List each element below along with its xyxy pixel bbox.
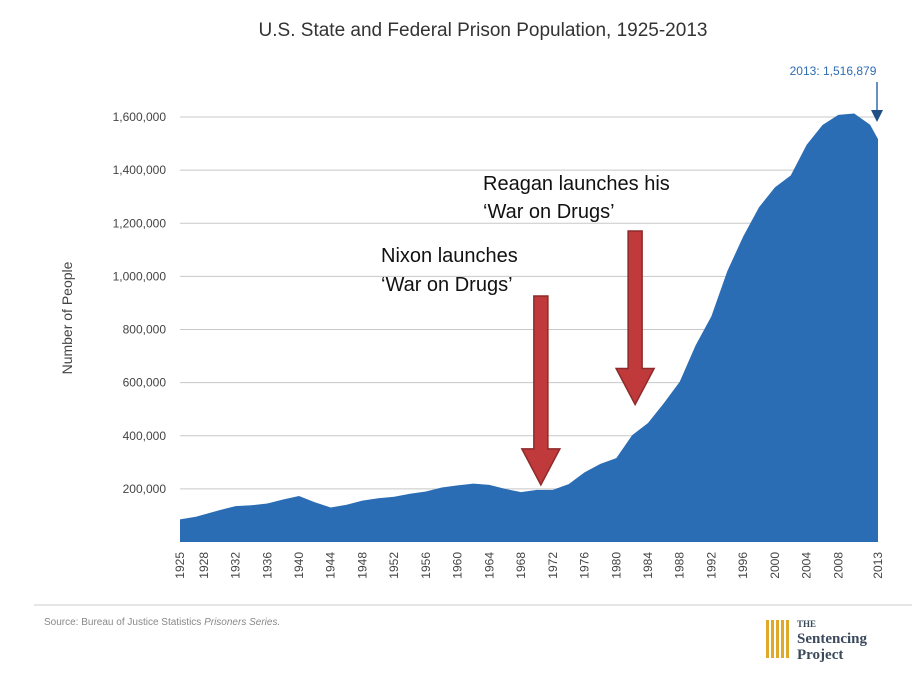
- x-tick-label: 1925: [173, 552, 187, 579]
- logo-line2: Project: [797, 647, 843, 663]
- reagan-annotation-line2: ‘War on Drugs’: [483, 201, 615, 223]
- logo-the: THE: [797, 619, 816, 629]
- gridlines: [180, 116, 878, 490]
- x-tick-label: 1980: [609, 552, 623, 579]
- x-tick-label: 1928: [197, 552, 211, 579]
- chart-title: U.S. State and Federal Prison Population…: [259, 20, 708, 41]
- x-tick-label: 2000: [768, 552, 782, 579]
- callout-2013: 2013: 1,516,879: [790, 64, 877, 78]
- y-tick-label: 400,000: [123, 429, 167, 443]
- x-tick-label: 1976: [578, 552, 592, 579]
- x-tick-label: 2013: [871, 552, 885, 579]
- sentencing-project-logo: THE Sentencing Project: [766, 619, 868, 663]
- x-tick-label: 1988: [673, 552, 687, 579]
- x-tick-label: 1936: [260, 552, 274, 579]
- x-tick-label: 1940: [292, 552, 306, 579]
- area-series: [180, 113, 878, 542]
- y-tick-label: 1,200,000: [113, 216, 167, 230]
- x-tick-label: 1948: [355, 552, 369, 579]
- x-tick-label: 1960: [451, 552, 465, 579]
- x-tick-label: 2004: [800, 552, 814, 579]
- x-tick-label: 1932: [229, 552, 243, 579]
- logo-line1: Sentencing: [797, 631, 868, 647]
- y-tick-label: 1,600,000: [113, 110, 167, 124]
- nixon-arrow-icon: [520, 295, 562, 487]
- x-tick-label: 1952: [387, 552, 401, 579]
- nixon-annotation-line2: ‘War on Drugs’: [381, 274, 513, 296]
- x-tick-label: 1996: [736, 552, 750, 579]
- annotation-arrows: [520, 230, 656, 487]
- callout-arrow-icon: [871, 82, 883, 122]
- source-note: Source: Bureau of Justice Statistics Pri…: [44, 617, 280, 628]
- source-prefix: Source: Bureau of Justice Statistics: [44, 617, 204, 628]
- logo-bars-icon: [766, 620, 789, 658]
- reagan-arrow-icon: [614, 230, 656, 407]
- y-tick-label: 1,000,000: [113, 269, 167, 283]
- nixon-annotation-line1: Nixon launches: [381, 245, 518, 267]
- x-axis-ticks: 1925 1928 1932 1936 1940 1944 1948 1952 1956 1960…: [173, 552, 885, 579]
- y-tick-label: 200,000: [123, 482, 167, 496]
- y-axis-label: Number of People: [59, 261, 75, 374]
- y-tick-label: 1,400,000: [113, 163, 167, 177]
- x-tick-label: 1972: [546, 552, 560, 579]
- x-tick-label: 2008: [831, 552, 845, 579]
- y-tick-label: 600,000: [123, 376, 167, 390]
- source-series: Prisoners Series.: [204, 617, 280, 628]
- x-tick-label: 1944: [324, 552, 338, 579]
- reagan-annotation-line1: Reagan launches his: [483, 173, 670, 195]
- x-tick-label: 1968: [514, 552, 528, 579]
- x-tick-label: 1956: [419, 552, 433, 579]
- x-tick-label: 1984: [641, 552, 655, 579]
- y-axis-ticks: 200,000 400,000 600,000 800,000 1,000,000 1,2…: [113, 110, 167, 496]
- y-tick-label: 800,000: [123, 323, 167, 337]
- x-tick-label: 1964: [482, 552, 496, 579]
- x-tick-label: 1992: [704, 552, 718, 579]
